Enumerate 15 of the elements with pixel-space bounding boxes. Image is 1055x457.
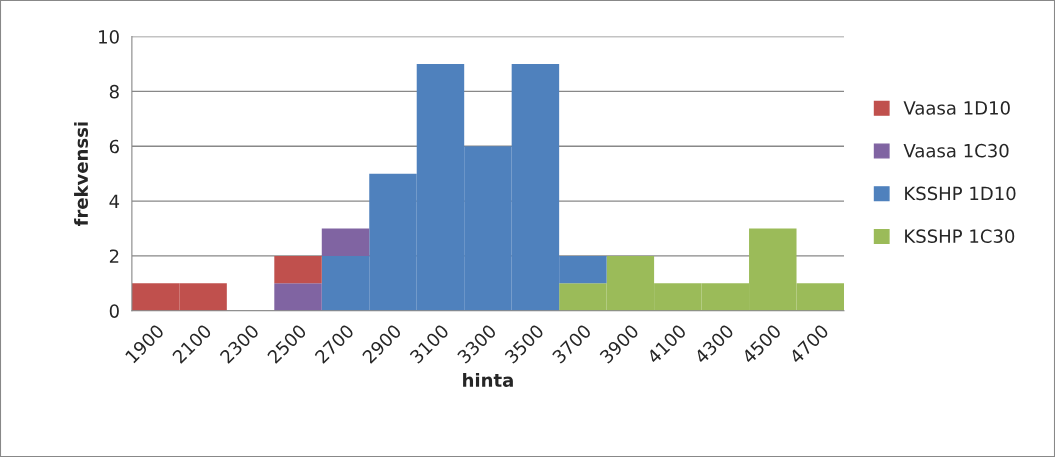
y-tick-label: 4	[109, 194, 120, 208]
bar	[274, 283, 322, 311]
legend-label: Vaasa 1D10	[903, 101, 1010, 115]
legend-label: KSSHP 1C30	[905, 229, 1015, 244]
legend-label: Vaasa 1C30	[903, 143, 1009, 158]
legend-label: KSSHP 1D10	[905, 186, 1016, 201]
y-tick-label: 8	[109, 84, 119, 99]
x-axis-title: hinta	[463, 372, 513, 387]
bar	[274, 255, 322, 284]
y-axis-title: frekvenssi	[74, 122, 89, 227]
y-tick-label: 6	[109, 139, 119, 154]
bar	[321, 228, 370, 256]
y-tick-label: 0	[109, 304, 119, 318]
y-tick-label: 2	[109, 249, 119, 263]
y-tick-label: 10	[99, 30, 119, 44]
